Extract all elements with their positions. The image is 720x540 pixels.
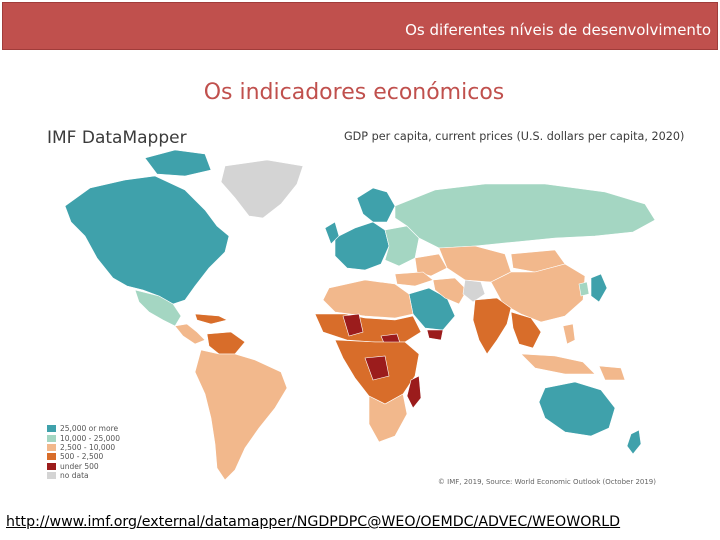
slide-title-text: Os indicadores económicos (203, 80, 505, 105)
region-sahel (314, 313, 422, 343)
region-western-europe (334, 221, 390, 271)
region-drc (364, 355, 390, 381)
region-southern-africa (368, 393, 408, 443)
region-north-africa (322, 279, 414, 319)
region-png (598, 365, 626, 381)
region-arctic-islands (144, 149, 212, 177)
region-central-america (174, 323, 206, 345)
source-note: © IMF, 2019, Source: World Economic Outl… (437, 478, 656, 486)
region-venezuela (206, 331, 246, 355)
region-china (490, 263, 586, 323)
region-russia (394, 183, 656, 249)
region-australia (538, 381, 616, 437)
region-madagascar (406, 375, 422, 409)
legend-label: no data (60, 471, 89, 481)
legend-label: under 500 (60, 461, 99, 471)
header-bar: Os diferentes níveis de desenvolvimento (2, 2, 718, 50)
region-philippines (562, 323, 576, 345)
world-map (64, 149, 656, 481)
region-india (472, 297, 512, 355)
region-niger (342, 313, 364, 337)
region-turkey (394, 271, 434, 287)
legend-item: 2,500 - 10,000 (47, 443, 120, 452)
map-panel: IMF DataMapper GDP per capita, current p… (35, 118, 684, 492)
region-central-asia (438, 245, 512, 283)
legend-item: under 500 (47, 462, 120, 471)
region-indonesia (520, 353, 596, 375)
region-caribbean (194, 313, 228, 325)
legend-swatch (47, 472, 56, 480)
map-title: GDP per capita, current prices (U.S. dol… (344, 130, 685, 143)
legend-label: 2,500 - 10,000 (60, 442, 116, 452)
legend-label: 10,000 - 25,000 (60, 433, 120, 443)
region-uk (324, 221, 340, 245)
region-yemen (426, 329, 444, 341)
region-arabia (408, 287, 456, 331)
region-south-america (194, 349, 288, 481)
legend-swatch (47, 425, 56, 433)
legend-swatch (47, 453, 56, 461)
brand-logo: IMF DataMapper (47, 128, 187, 148)
region-new-zealand (626, 429, 642, 455)
legend-item: 25,000 or more (47, 424, 120, 433)
legend-item: 10,000 - 25,000 (47, 433, 120, 443)
region-ukraine (414, 253, 448, 277)
legend-item: no data (47, 471, 120, 480)
region-scandinavia (356, 187, 396, 223)
legend-label: 500 - 2,500 (60, 452, 104, 462)
legend-swatch (47, 443, 56, 451)
legend-swatch (47, 434, 56, 442)
region-iran (432, 277, 468, 305)
region-japan (590, 273, 608, 303)
region-southeast-asia (510, 311, 542, 349)
source-link[interactable]: http://www.imf.org/external/datamapper/N… (6, 514, 621, 530)
legend-item: 500 - 2,500 (47, 452, 120, 461)
header-title: Os diferentes níveis de desenvolvimento (405, 21, 711, 39)
region-korea (578, 281, 590, 297)
region-north-america (64, 175, 230, 305)
region-greenland (220, 159, 304, 219)
legend-label: 25,000 or more (60, 424, 119, 434)
legend-swatch (47, 462, 56, 470)
slide-title: Os indicadores económicos (0, 80, 714, 105)
legend: 25,000 or more 10,000 - 25,000 2,500 - 1… (47, 424, 120, 480)
region-afghanistan (462, 279, 486, 303)
